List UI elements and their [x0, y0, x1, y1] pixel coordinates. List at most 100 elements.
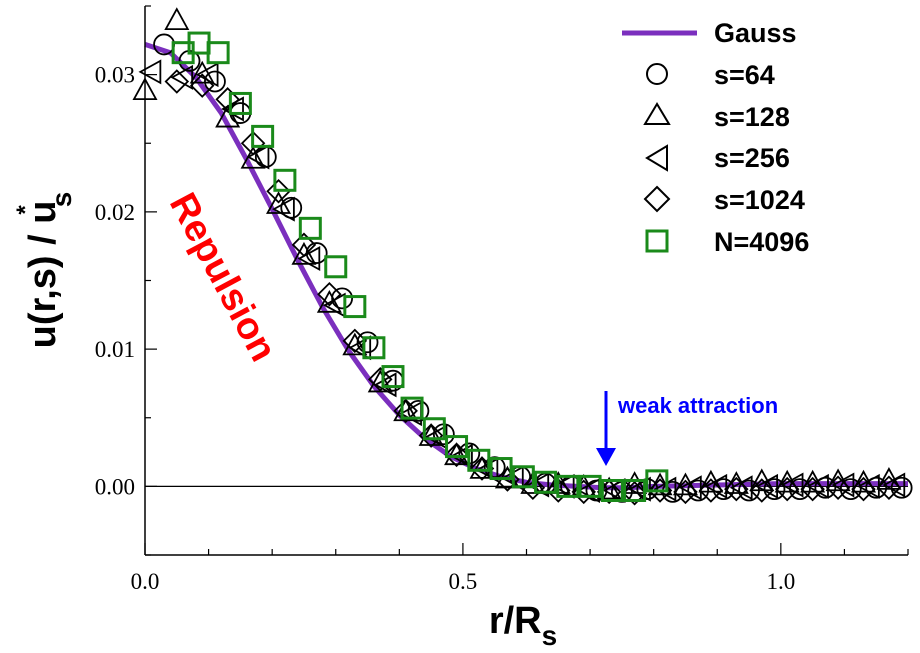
- legend-diamond-icon: [643, 185, 671, 213]
- marker-s256-0: [138, 59, 162, 85]
- marker-s1024-25: [800, 476, 825, 502]
- gauss-curve-layer: [144, 42, 908, 491]
- marker-s128-25: [774, 469, 800, 493]
- y-axis-title: u(r,s) / u* s: [12, 192, 77, 349]
- weak-attraction-annotation: weak attraction: [617, 393, 778, 418]
- marker-s128-2: [189, 60, 215, 84]
- marker-s1024-21: [698, 478, 724, 503]
- marker-s64-10: [407, 399, 430, 422]
- y-tick-label: 0.01: [95, 337, 135, 362]
- marker-n4096-22: [645, 469, 669, 493]
- y-tick-label: 0.00: [95, 474, 135, 499]
- marker-n4096-21: [623, 478, 647, 502]
- weak-attraction-arrow-icon: [596, 391, 616, 466]
- marker-s256-27: [831, 472, 855, 498]
- marker-s1024-5: [291, 232, 317, 258]
- marker-s1024-27: [851, 476, 876, 502]
- marker-n4096-17: [534, 470, 558, 494]
- data-markers-layer: [132, 7, 913, 506]
- legend-triangle-up-icon: [643, 102, 671, 125]
- x-axis-title-subscript: s: [542, 620, 558, 651]
- legend-square-icon: [645, 229, 669, 253]
- x-tick-label: 1.0: [766, 569, 795, 594]
- marker-s128-7: [316, 289, 342, 313]
- marker-s256-9: [373, 372, 397, 398]
- marker-n4096-14: [467, 448, 491, 472]
- legend-triangle-left-icon: [645, 144, 668, 172]
- legend: Gauss s=64 s=128 s=256 s=1024 N=4096: [622, 18, 809, 257]
- marker-s1024-14: [520, 475, 546, 501]
- marker-s128-21: [672, 472, 698, 496]
- legend-label-s1024: s=1024: [714, 185, 805, 215]
- marker-s256-15: [526, 472, 550, 498]
- marker-s1024-6: [317, 281, 342, 307]
- marker-n4096-8: [343, 295, 367, 319]
- marker-n4096-2: [206, 41, 230, 65]
- marker-s1024-24: [774, 476, 800, 502]
- marker-s1024-18: [622, 480, 647, 506]
- marker-s64-24: [763, 478, 786, 501]
- marker-s256-4: [246, 144, 270, 170]
- legend-label-n4096: N=4096: [714, 227, 809, 257]
- marker-s256-5: [272, 196, 295, 222]
- marker-s1024-8: [367, 367, 393, 392]
- marker-s1024-28: [876, 475, 902, 501]
- marker-s1024-2: [215, 87, 240, 112]
- marker-n4096-12: [422, 417, 446, 441]
- y-axis-title-main: u(r,s) / u: [22, 201, 64, 349]
- x-axis-title: r/Rs: [489, 600, 557, 651]
- marker-s64-2: [204, 70, 226, 93]
- marker-n4096-4: [251, 124, 275, 148]
- marker-s64-8: [356, 331, 379, 354]
- marker-n4096-18: [556, 474, 580, 498]
- marker-n4096-7: [324, 255, 348, 279]
- x-tick-label: 0.0: [131, 569, 160, 594]
- axes-layer: 0.0 0.5 1.0 0.00 0.01 0.02 0.03: [95, 5, 909, 594]
- legend-label-s64: s=64: [714, 60, 775, 90]
- marker-n4096-19: [578, 474, 602, 498]
- y-axis-title-superscript: *: [12, 205, 39, 215]
- marker-n4096-3: [228, 91, 252, 115]
- marker-n4096-11: [400, 396, 424, 420]
- marker-n4096-15: [489, 457, 513, 481]
- marker-n4096-6: [298, 216, 322, 240]
- marker-s128-10: [393, 398, 419, 422]
- marker-s1024-3: [240, 130, 266, 156]
- marker-n4096-16: [511, 465, 535, 489]
- marker-s128-3: [215, 104, 241, 128]
- marker-n4096-13: [445, 435, 469, 459]
- y-axis-title-subscript: s: [46, 192, 77, 208]
- marker-s1024-23: [749, 478, 775, 503]
- marker-s128-4: [240, 145, 266, 169]
- marker-s256-21: [678, 475, 702, 501]
- marker-s256-29: [882, 472, 906, 498]
- repulsion-annotation: Repulsion: [161, 186, 284, 368]
- marker-s1024-22: [724, 476, 749, 502]
- marker-s256-1: [170, 64, 194, 90]
- marker-s128-12: [444, 442, 470, 466]
- marker-s128-1: [164, 7, 190, 30]
- marker-s1024-11: [444, 442, 469, 468]
- x-tick-label: 0.5: [449, 569, 478, 594]
- y-tick-label: 0.03: [95, 63, 135, 88]
- marker-s1024-15: [546, 478, 571, 503]
- marker-n4096-5: [273, 168, 297, 192]
- marker-s256-25: [780, 472, 804, 498]
- marker-s64-29: [890, 476, 913, 499]
- marker-s1024-1: [189, 73, 215, 98]
- y-tick-label: 0.02: [95, 200, 135, 225]
- legend-label-gauss: Gauss: [714, 18, 797, 48]
- x-axis-title-main: r/R: [489, 600, 542, 642]
- marker-n4096-9: [362, 336, 386, 360]
- marker-s256-6: [297, 246, 321, 272]
- marker-n4096-10: [381, 365, 405, 389]
- marker-s256-22: [704, 473, 728, 499]
- legend-label-s128: s=128: [714, 102, 790, 132]
- marker-s256-16: [551, 473, 575, 499]
- gauss-curve: [144, 42, 908, 491]
- marker-s1024-26: [825, 475, 851, 501]
- legend-label-s256: s=256: [714, 143, 790, 173]
- marker-s64-21: [687, 479, 710, 502]
- marker-s1024-4: [266, 179, 291, 204]
